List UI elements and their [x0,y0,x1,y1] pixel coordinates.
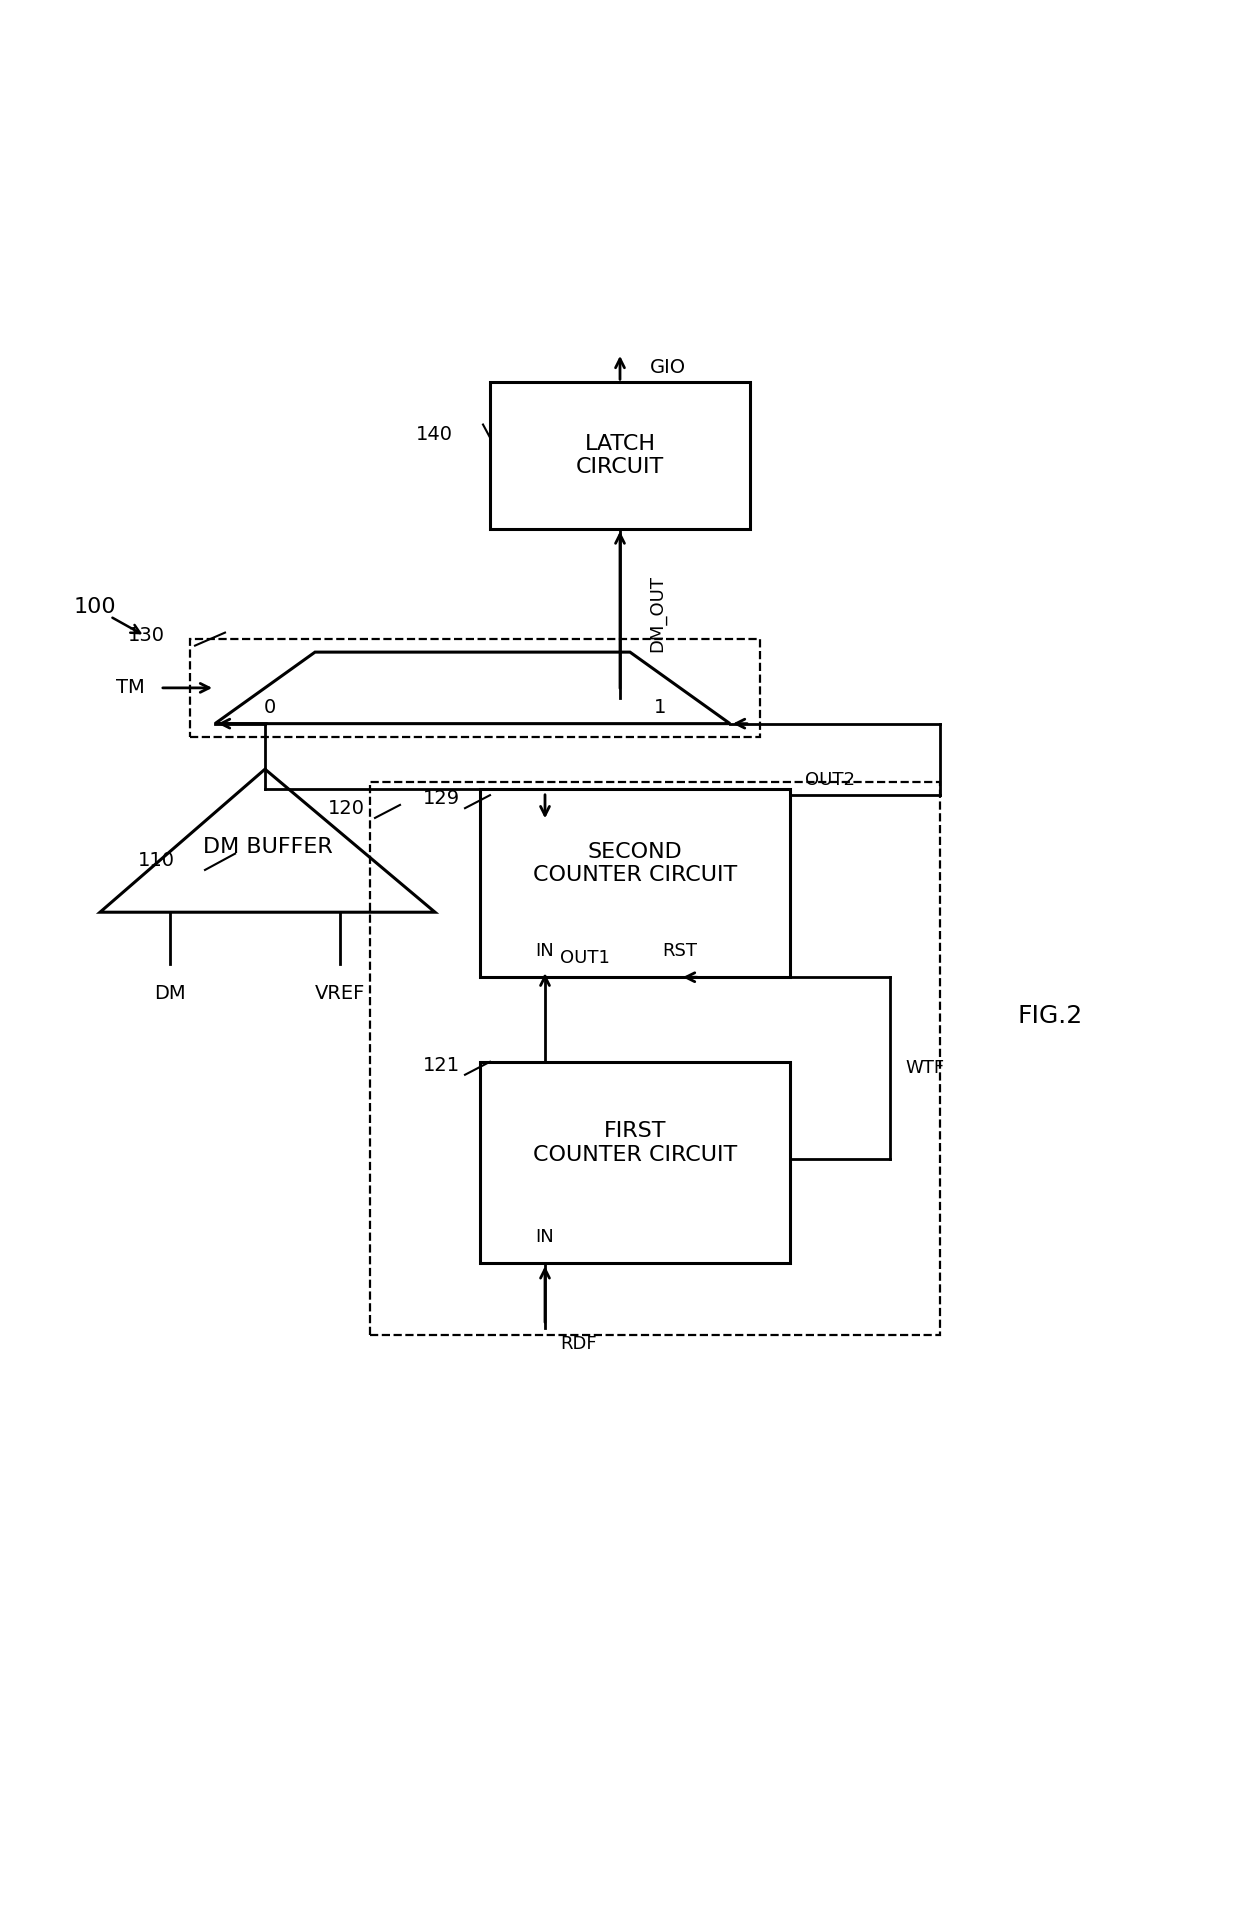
Text: 120: 120 [329,799,365,818]
Text: 1: 1 [653,698,666,717]
Text: RDF: RDF [560,1335,596,1352]
Text: GIO: GIO [650,359,686,378]
Bar [370,782,940,1335]
Bar [190,639,760,736]
Text: VREF: VREF [315,984,366,1003]
Text: OUT2: OUT2 [805,770,856,789]
Text: DM: DM [154,984,186,1003]
Text: 0: 0 [264,698,277,717]
Bar [480,1062,790,1262]
Text: DM BUFFER: DM BUFFER [203,837,332,856]
Text: RST: RST [662,942,697,961]
Text: 110: 110 [138,851,175,870]
Text: IN: IN [536,1228,554,1247]
Text: 100: 100 [73,597,117,616]
Bar [480,789,790,976]
Text: FIG.2: FIG.2 [1017,1005,1083,1028]
Text: 130: 130 [128,625,165,645]
Text: DM_OUT: DM_OUT [649,574,666,652]
Text: 129: 129 [423,789,460,809]
Text: IN: IN [536,942,554,961]
Text: 121: 121 [423,1055,460,1074]
Text: OUT1: OUT1 [560,950,610,967]
Text: LATCH
CIRCUIT: LATCH CIRCUIT [575,433,665,477]
Text: FIRST
COUNTER CIRCUIT: FIRST COUNTER CIRCUIT [533,1121,737,1165]
Text: SECOND
COUNTER CIRCUIT: SECOND COUNTER CIRCUIT [533,841,737,885]
Text: TM: TM [117,679,145,698]
Bar [490,381,750,528]
Text: WTF: WTF [905,1058,944,1077]
Text: 140: 140 [415,425,453,444]
